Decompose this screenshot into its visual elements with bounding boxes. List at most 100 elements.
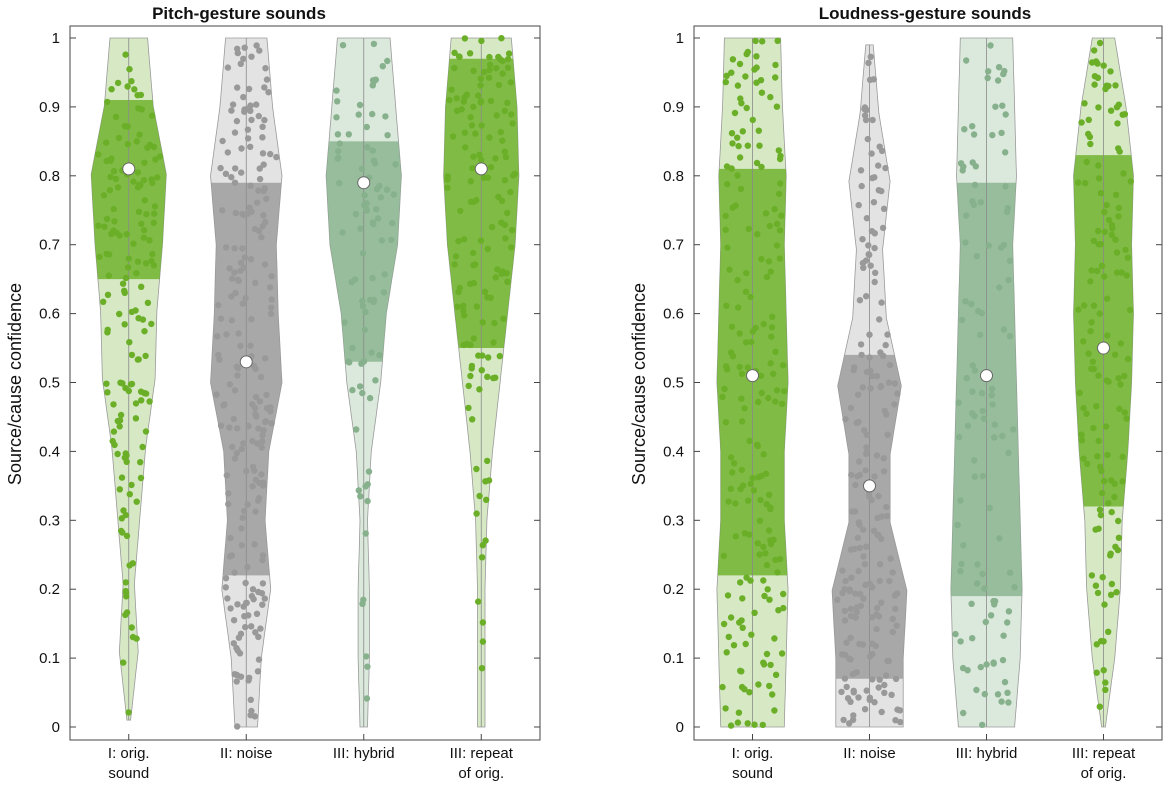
data-point bbox=[247, 102, 254, 109]
data-point bbox=[1092, 58, 1100, 65]
data-point bbox=[467, 114, 474, 121]
data-point bbox=[863, 687, 870, 694]
data-point bbox=[772, 671, 780, 678]
y-tick-label: 0.4 bbox=[39, 443, 60, 460]
data-point bbox=[1083, 158, 1090, 166]
data-point bbox=[233, 678, 240, 685]
y-axis-label: Source/cause confidence bbox=[5, 283, 25, 485]
data-point bbox=[357, 493, 364, 500]
data-point bbox=[773, 242, 781, 249]
data-point bbox=[476, 386, 483, 393]
data-point bbox=[116, 310, 123, 318]
data-point bbox=[478, 122, 485, 129]
median-marker bbox=[474, 162, 488, 176]
data-point bbox=[360, 358, 368, 365]
data-point bbox=[247, 342, 254, 349]
data-point bbox=[254, 668, 262, 675]
data-point bbox=[254, 440, 261, 447]
data-point bbox=[487, 97, 495, 105]
data-point bbox=[723, 649, 730, 656]
data-point bbox=[356, 383, 364, 390]
data-point bbox=[729, 56, 737, 63]
data-point bbox=[122, 274, 130, 282]
data-point bbox=[235, 634, 243, 641]
data-point bbox=[737, 485, 744, 493]
data-point bbox=[997, 244, 1005, 251]
data-point bbox=[479, 319, 486, 326]
data-point bbox=[120, 659, 127, 666]
data-point bbox=[767, 661, 774, 669]
data-point bbox=[771, 635, 778, 642]
data-point bbox=[999, 102, 1006, 109]
data-point bbox=[230, 415, 237, 423]
data-point bbox=[467, 372, 474, 380]
data-point bbox=[729, 204, 736, 211]
data-point bbox=[473, 303, 480, 310]
data-point bbox=[887, 555, 894, 562]
data-point bbox=[465, 382, 472, 390]
data-point bbox=[1098, 489, 1106, 497]
data-point bbox=[477, 99, 484, 106]
data-point bbox=[349, 344, 356, 352]
data-point bbox=[726, 266, 733, 273]
data-point bbox=[739, 418, 746, 425]
data-point bbox=[504, 209, 511, 217]
data-point bbox=[736, 363, 743, 371]
data-point bbox=[768, 324, 776, 331]
data-point bbox=[991, 421, 998, 428]
data-point bbox=[112, 175, 120, 183]
data-point bbox=[256, 175, 264, 183]
data-point bbox=[1119, 453, 1126, 460]
data-point bbox=[384, 132, 391, 139]
data-point bbox=[222, 584, 229, 591]
data-point bbox=[746, 437, 753, 445]
data-point bbox=[988, 392, 995, 399]
data-point bbox=[229, 443, 236, 451]
data-point bbox=[767, 505, 774, 513]
data-point bbox=[1100, 638, 1107, 645]
category-label: III: hybrid bbox=[333, 745, 395, 762]
data-point bbox=[849, 716, 857, 723]
data-point bbox=[125, 709, 132, 716]
data-point bbox=[885, 379, 893, 386]
data-point bbox=[507, 79, 514, 86]
data-point bbox=[487, 294, 494, 301]
data-point bbox=[345, 131, 352, 138]
data-point bbox=[104, 389, 111, 396]
data-point bbox=[845, 655, 853, 662]
data-point bbox=[758, 472, 765, 480]
data-point bbox=[745, 497, 752, 504]
data-point bbox=[1112, 82, 1119, 89]
data-point bbox=[1095, 437, 1102, 445]
data-point bbox=[884, 431, 891, 438]
y-tick-label: 0.7 bbox=[39, 237, 60, 254]
data-point bbox=[863, 215, 871, 222]
data-point bbox=[461, 129, 469, 136]
data-point bbox=[475, 352, 482, 359]
data-point bbox=[361, 192, 368, 199]
data-point bbox=[736, 330, 743, 337]
data-point bbox=[1092, 582, 1100, 589]
data-point bbox=[334, 131, 342, 138]
data-point bbox=[1115, 101, 1123, 108]
data-point bbox=[1090, 237, 1098, 244]
data-point bbox=[504, 99, 511, 107]
data-point bbox=[1105, 500, 1112, 507]
data-point bbox=[482, 478, 489, 485]
data-point bbox=[476, 492, 483, 500]
data-point bbox=[507, 188, 514, 196]
data-point bbox=[857, 602, 865, 609]
data-point bbox=[973, 686, 980, 694]
data-point bbox=[1098, 467, 1105, 475]
data-point bbox=[267, 150, 274, 158]
data-point bbox=[247, 696, 254, 703]
data-point bbox=[863, 293, 870, 300]
data-point bbox=[779, 362, 787, 369]
data-point bbox=[453, 95, 460, 102]
y-tick-label: 0.1 bbox=[663, 650, 684, 667]
data-point bbox=[776, 227, 784, 234]
data-point bbox=[849, 670, 857, 678]
data-point bbox=[753, 79, 760, 86]
data-point bbox=[241, 108, 248, 115]
data-point bbox=[504, 278, 511, 285]
